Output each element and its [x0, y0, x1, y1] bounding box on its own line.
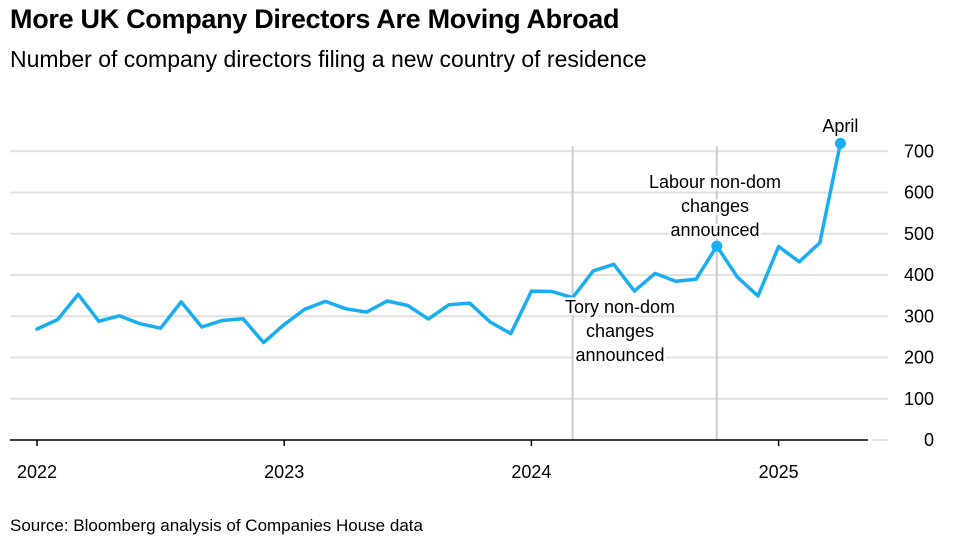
- event-annotation: changes: [681, 196, 749, 216]
- highlight-marker: [711, 240, 723, 252]
- series-line: [35, 141, 843, 345]
- y-tick-label: 0: [924, 430, 934, 450]
- event-annotation: announced: [575, 345, 664, 365]
- y-tick-label: 200: [904, 348, 934, 368]
- event-annotation: announced: [670, 220, 759, 240]
- y-tick-label: 500: [904, 224, 934, 244]
- x-tick-label: 2025: [759, 462, 799, 482]
- event-annotation: changes: [586, 321, 654, 341]
- x-tick-label: 2023: [264, 462, 304, 482]
- chart-title: More UK Company Directors Are Moving Abr…: [10, 4, 620, 34]
- event-annotation: Tory non-dom: [565, 297, 675, 317]
- x-tick-label: 2022: [17, 462, 57, 482]
- y-tick-label: 300: [904, 306, 934, 326]
- y-tick-label: 700: [904, 141, 934, 161]
- y-tick-label: 100: [904, 389, 934, 409]
- event-annotation: Labour non-dom: [649, 172, 781, 192]
- y-tick-label: 600: [904, 183, 934, 203]
- x-tick-label: 2024: [511, 462, 551, 482]
- y-tick-label: 400: [904, 265, 934, 285]
- source-note: Source: Bloomberg analysis of Companies …: [10, 516, 423, 535]
- highlight-marker: [834, 137, 846, 149]
- chart-subtitle: Number of company directors filing a new…: [10, 46, 647, 72]
- point-annotation: April: [822, 116, 858, 136]
